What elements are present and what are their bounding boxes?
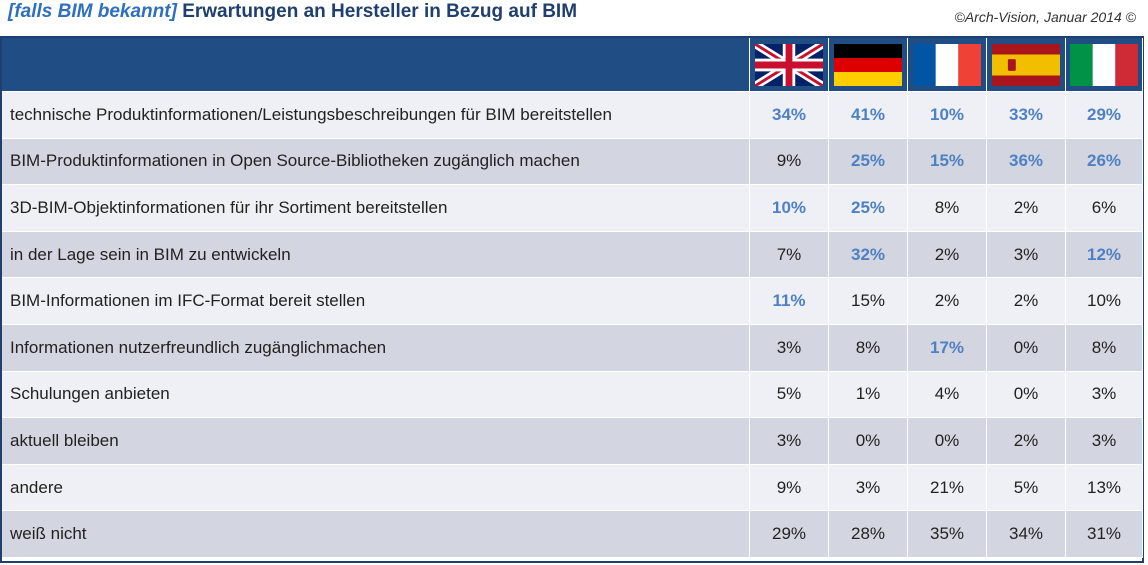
value-cell: 8%: [1066, 324, 1143, 372]
row-label: in der Lage sein in BIM zu entwickeln: [2, 231, 750, 279]
row-label: technische Produktinformationen/Leistung…: [2, 92, 750, 139]
value-cell: 29%: [1066, 92, 1143, 139]
value-cell: 10%: [1066, 278, 1143, 325]
value-cell: 12%: [1066, 231, 1143, 279]
value-cell: 15%: [908, 138, 987, 186]
value-cell: 34%: [987, 511, 1066, 558]
value-cell: 0%: [987, 371, 1066, 419]
column-header-france-flag: [908, 38, 987, 92]
value-cell: 35%: [908, 511, 987, 558]
value-cell: 11%: [750, 278, 829, 325]
value-cell: 9%: [750, 138, 829, 186]
france-flag-icon: [913, 43, 981, 86]
value-cell: 32%: [829, 231, 908, 279]
value-cell: 25%: [829, 185, 908, 232]
value-cell: 2%: [987, 278, 1066, 325]
value-cell: 3%: [1066, 418, 1143, 465]
value-cell: 0%: [908, 418, 987, 465]
copyright-note: ©Arch-Vision, Januar 2014 ©: [954, 9, 1136, 25]
column-header-spain-flag: [987, 38, 1066, 92]
spain-flag-icon: [992, 43, 1060, 86]
column-header-uk-flag: [750, 38, 829, 92]
value-cell: 1%: [829, 371, 908, 419]
value-cell: 31%: [1066, 511, 1143, 558]
value-cell: 26%: [1066, 138, 1143, 186]
value-cell: 10%: [750, 185, 829, 232]
value-cell: 36%: [987, 138, 1066, 186]
value-cell: 34%: [750, 92, 829, 139]
row-label: 3D-BIM-Objektinformationen für ihr Sorti…: [2, 185, 750, 232]
value-cell: 9%: [750, 464, 829, 512]
value-cell: 4%: [908, 371, 987, 419]
germany-flag-icon: [834, 43, 902, 86]
value-cell: 3%: [987, 231, 1066, 279]
column-header-germany-flag: [829, 38, 908, 92]
value-cell: 2%: [987, 185, 1066, 232]
value-cell: 25%: [829, 138, 908, 186]
value-cell: 6%: [1066, 185, 1143, 232]
value-cell: 28%: [829, 511, 908, 558]
value-cell: 10%: [908, 92, 987, 139]
row-label: andere: [2, 464, 750, 512]
value-cell: 8%: [829, 324, 908, 372]
value-cell: 3%: [1066, 371, 1143, 419]
table-frame: technische Produktinformationen/Leistung…: [0, 36, 1144, 563]
value-cell: 2%: [987, 418, 1066, 465]
value-cell: 5%: [750, 371, 829, 419]
title-main: Erwartungen an Hersteller in Bezug auf B…: [182, 1, 578, 22]
chart-title: [falls BIM bekannt] Erwartungen an Herst…: [8, 1, 577, 23]
value-cell: 0%: [987, 324, 1066, 372]
row-label: aktuell bleiben: [2, 418, 750, 465]
title-prefix: [falls BIM bekannt]: [8, 1, 177, 22]
row-label: BIM-Produktinformationen in Open Source-…: [2, 138, 750, 186]
data-table: technische Produktinformationen/Leistung…: [2, 38, 1143, 558]
row-label: Informationen nutzerfreundlich zugänglic…: [2, 324, 750, 372]
value-cell: 17%: [908, 324, 987, 372]
value-cell: 33%: [987, 92, 1066, 139]
value-cell: 15%: [829, 278, 908, 325]
value-cell: 13%: [1066, 464, 1143, 512]
row-label: BIM-Informationen im IFC-Format bereit s…: [2, 278, 750, 325]
value-cell: 3%: [750, 418, 829, 465]
value-cell: 0%: [829, 418, 908, 465]
header-row-label-cell: [2, 38, 750, 92]
row-label: Schulungen anbieten: [2, 371, 750, 419]
column-header-italy-flag: [1066, 38, 1143, 92]
row-label: weiß nicht: [2, 511, 750, 558]
value-cell: 41%: [829, 92, 908, 139]
italy-flag-icon: [1070, 43, 1138, 86]
value-cell: 8%: [908, 185, 987, 232]
value-cell: 2%: [908, 278, 987, 325]
uk-flag-icon: [755, 43, 823, 86]
value-cell: 29%: [750, 511, 829, 558]
value-cell: 5%: [987, 464, 1066, 512]
value-cell: 2%: [908, 231, 987, 279]
value-cell: 3%: [750, 324, 829, 372]
value-cell: 21%: [908, 464, 987, 512]
value-cell: 7%: [750, 231, 829, 279]
value-cell: 3%: [829, 464, 908, 512]
